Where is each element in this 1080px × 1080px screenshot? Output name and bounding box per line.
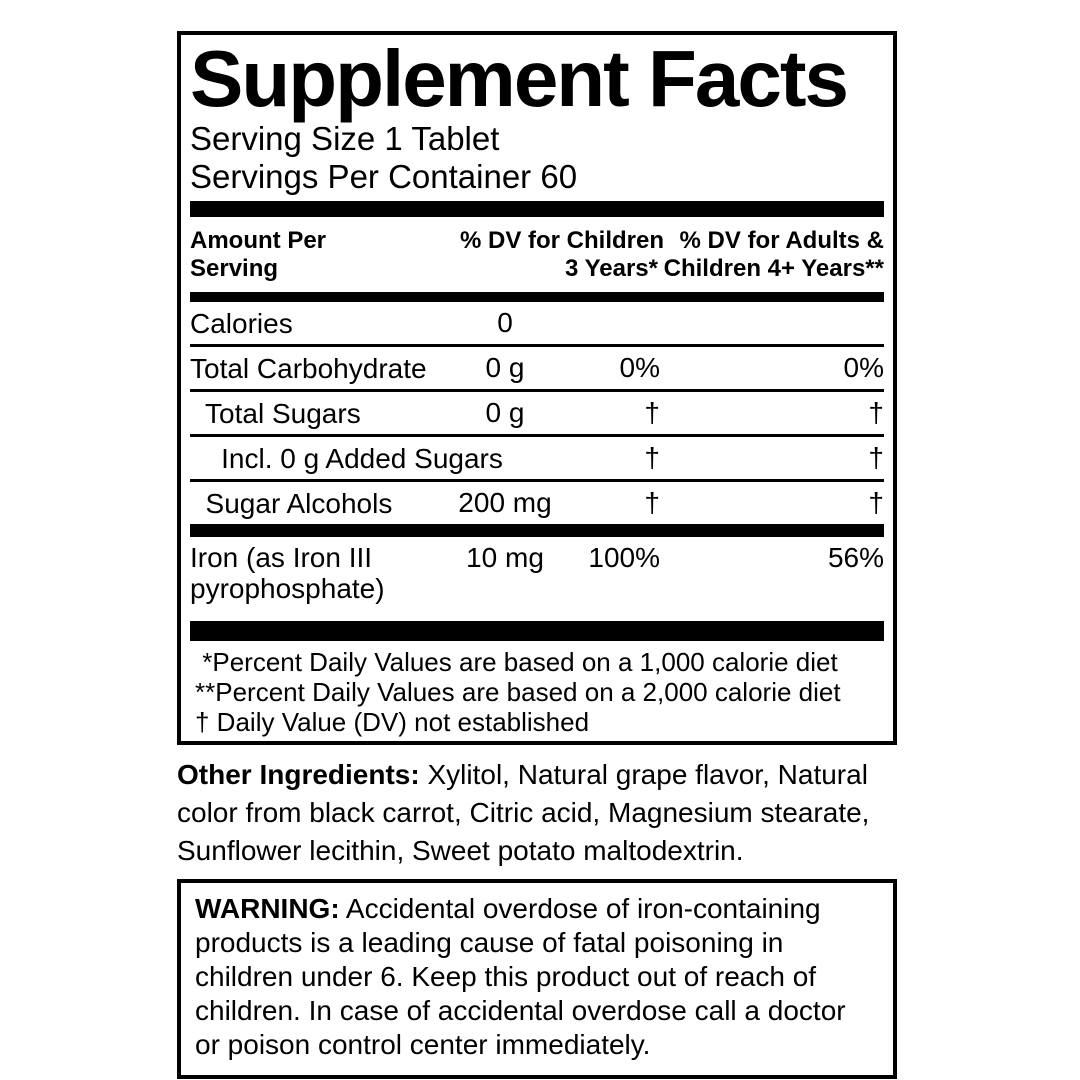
column-header-amount-per-serving: Amount Per Serving [190, 227, 327, 282]
warning-text: Accidental overdose of iron-containing p… [195, 893, 846, 1060]
nutrient-name: Calories [190, 307, 293, 339]
adults-dv-value: † [868, 487, 884, 518]
nutrient-name: Incl. 0 g Added Sugars [190, 442, 503, 474]
nutrient-row-sugar-alcohols: Sugar Alcohols 200 mg † † [190, 482, 884, 524]
adults-dv-value: † [868, 397, 884, 428]
children-dv-value: † [644, 397, 660, 428]
column-header-adults-dv: % DV for Adults & Children 4+ Years** [663, 227, 884, 282]
nutrient-name: Iron (as Iron III pyrophosphate) [190, 542, 385, 604]
other-ingredients-text: Xylitol, Natural grape flavor, Natural c… [177, 759, 870, 866]
nutrient-row-iron: Iron (as Iron III pyrophosphate) 10 mg 1… [190, 537, 884, 621]
nutrient-row-added-sugars: Incl. 0 g Added Sugars † † [190, 437, 884, 482]
footnotes: *Percent Daily Values are based on a 1,0… [195, 647, 841, 737]
children-dv-value: 100% [588, 542, 660, 573]
nutrient-amount: 0 g [485, 397, 525, 428]
divider-bar-medium-header [190, 292, 884, 302]
serving-info: Serving Size 1 Tablet Servings Per Conta… [190, 120, 884, 196]
supplement-label-page: Supplement Facts Serving Size 1 Tablet S… [177, 0, 897, 1079]
nutrient-row-total-sugars: Total Sugars 0 g † † [190, 392, 884, 437]
divider-bar-medium-iron [190, 524, 884, 537]
children-dv-value: † [644, 442, 660, 473]
panel-title: Supplement Facts [190, 34, 849, 123]
nutrient-amount: 0 [497, 307, 513, 338]
nutrient-amount: 200 mg [458, 487, 552, 518]
nutrient-name: Total Sugars [190, 397, 361, 429]
nutrient-amount: 10 mg [466, 542, 544, 573]
nutrient-row-calories: Calories 0 [190, 302, 884, 347]
adults-dv-value: 56% [827, 542, 884, 573]
supplement-facts-panel: Supplement Facts Serving Size 1 Tablet S… [177, 31, 897, 745]
nutrient-amount: 0 g [485, 352, 525, 383]
nutrient-name: Total Carbohydrate [190, 352, 427, 384]
children-dv-value: † [644, 487, 660, 518]
divider-bar-heavy-top [190, 201, 884, 217]
adults-dv-value: 0% [843, 352, 884, 383]
column-header-children-dv: % DV for Children 3 Years* [460, 227, 665, 282]
serving-size-text: Serving Size 1 Tablet [190, 120, 500, 157]
servings-per-container-text: Servings Per Container 60 [190, 158, 578, 195]
warning-label: WARNING: [195, 893, 340, 924]
other-ingredients-label: Other Ingredients: [177, 759, 420, 790]
children-dv-value: 0% [619, 352, 660, 383]
other-ingredients: Other Ingredients: Xylitol, Natural grap… [177, 756, 897, 870]
warning-box: WARNING: Accidental overdose of iron-con… [177, 879, 897, 1079]
nutrient-row-total-carbohydrate: Total Carbohydrate 0 g 0% 0% [190, 347, 884, 392]
column-header-row: Amount Per Serving % DV for Children 3 Y… [190, 217, 884, 292]
divider-bar-heavy-bottom [190, 621, 884, 641]
nutrient-name: Sugar Alcohols [190, 487, 393, 519]
adults-dv-value: † [868, 442, 884, 473]
